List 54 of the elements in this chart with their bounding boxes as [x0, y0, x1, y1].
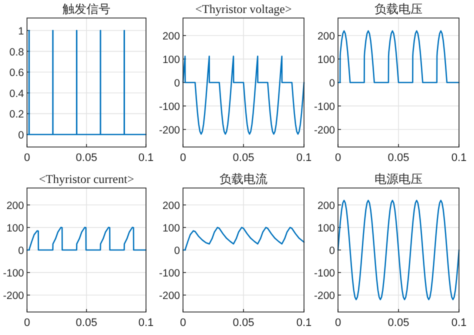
y-tick-label: 200: [6, 200, 24, 212]
y-tick-label: 200: [162, 200, 180, 212]
y-tick-label: -100: [314, 100, 336, 113]
x-tick-label: 0.05: [388, 317, 410, 329]
y-tick-label: 0: [18, 130, 24, 142]
x-tick-label: 0.1: [296, 317, 312, 329]
x-tick-label: 0.1: [451, 317, 467, 329]
y-tick-label: 100: [317, 54, 336, 66]
y-tick-label: 0: [174, 78, 180, 90]
y-tick-label: -100: [158, 100, 180, 113]
y-tick-label: -200: [158, 290, 180, 302]
y-tick-label: 0: [18, 245, 24, 257]
x-tick-label: 0.1: [296, 152, 312, 164]
y-tick-label: -200: [2, 290, 24, 302]
y-tick-label: -100: [314, 268, 336, 280]
y-tick-label: -100: [158, 268, 180, 280]
y-tick-label: -200: [158, 124, 180, 136]
y-tick-label: -200: [314, 290, 336, 302]
y-tick-label: 100: [6, 222, 24, 234]
y-tick-label: 0.8: [9, 46, 24, 58]
y-tick-label: 0: [329, 245, 336, 257]
y-tick-label: -200: [314, 124, 336, 136]
chart-title: 电源电压: [374, 172, 422, 186]
x-tick-label: 0.05: [388, 152, 410, 164]
chart-title: <Thyristor voltage>: [195, 2, 292, 16]
y-tick-label: 1: [18, 25, 24, 38]
x-tick-label: 0.1: [138, 152, 154, 164]
y-tick-label: 200: [162, 30, 180, 43]
chart-title: 负载电流: [220, 172, 268, 186]
y-tick-label: 0.6: [9, 67, 24, 80]
y-tick-label: 0: [174, 245, 180, 257]
y-tick-label: 0.4: [9, 88, 24, 100]
x-tick-label: 0.05: [76, 317, 98, 329]
chart-title: <Thyristor current>: [38, 172, 134, 186]
chart-title: 触发信号: [62, 2, 110, 16]
chart-title: 负载电压: [374, 2, 422, 16]
y-tick-label: 0: [329, 78, 336, 90]
x-tick-label: 0.05: [232, 317, 254, 329]
x-tick-label: 0.1: [138, 317, 154, 329]
y-tick-label: -100: [2, 268, 24, 280]
x-tick-label: 0.05: [232, 152, 254, 164]
line-series: [182, 226, 305, 251]
y-tick-label: 0.2: [9, 108, 24, 121]
line-series: [337, 200, 460, 300]
x-tick-label: 0.05: [76, 152, 98, 164]
y-tick-label: 100: [317, 222, 336, 234]
y-tick-label: 100: [162, 222, 180, 234]
y-tick-label: 200: [317, 200, 336, 212]
line-series: [26, 226, 147, 251]
x-tick-label: 0.1: [451, 152, 467, 164]
y-tick-label: 200: [317, 30, 336, 43]
line-series: [337, 30, 460, 84]
line-series: [182, 56, 305, 135]
y-tick-label: 100: [162, 54, 180, 66]
